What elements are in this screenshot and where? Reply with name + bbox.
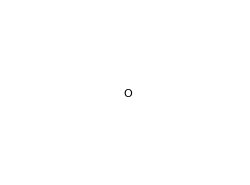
Text: O: O <box>124 89 132 99</box>
